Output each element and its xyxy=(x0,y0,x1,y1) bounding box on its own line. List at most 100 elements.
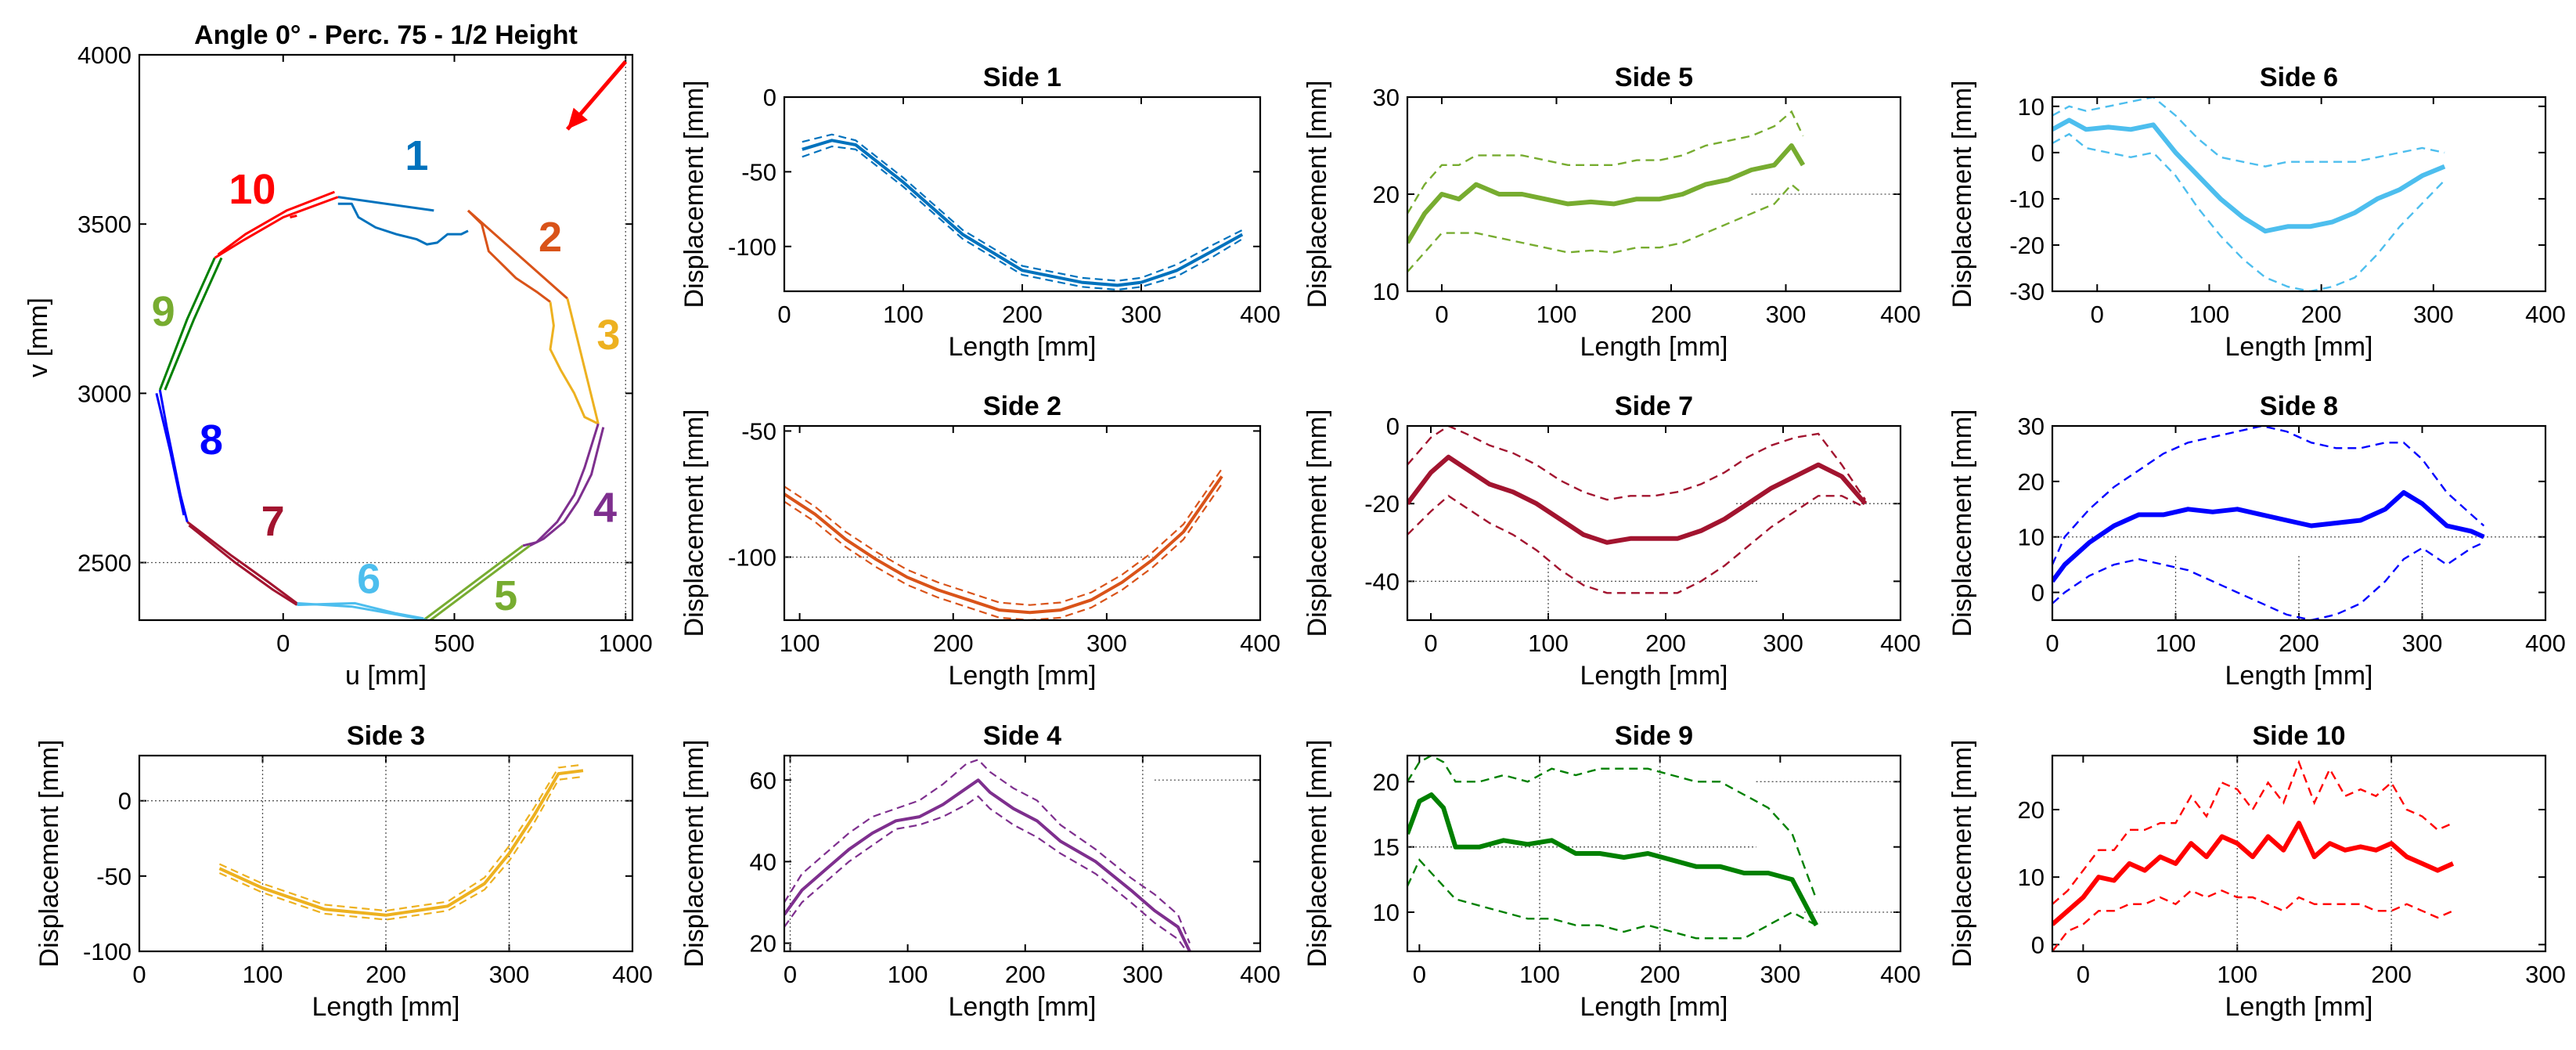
y-tick-label: 4000 xyxy=(77,41,132,69)
x-tick-label: 200 xyxy=(2371,961,2412,988)
x-tick-label: 400 xyxy=(2525,301,2566,328)
y-tick-label: 20 xyxy=(750,930,776,958)
chart-title: Side 2 xyxy=(983,391,1061,421)
y-tick-label: 20 xyxy=(1373,181,1400,208)
upper-bound-line xyxy=(2052,97,2445,168)
axes-frame xyxy=(783,96,1262,293)
lower-bound-line xyxy=(1407,858,1817,940)
y-tick-label: 20 xyxy=(2018,796,2045,824)
side-5-plot: Side 5 Length [mm] Displacement [mm] 0 100 20… xyxy=(1302,63,1921,362)
x-axis-label: Length [mm] xyxy=(1580,661,1728,691)
chart-title: Side 9 xyxy=(1615,721,1693,751)
x-tick-label: 0 xyxy=(1413,961,1426,988)
y-axis-label: Displacement [mm] xyxy=(679,740,709,968)
outline-segment xyxy=(158,257,216,391)
x-tick-label: 0 xyxy=(2045,630,2059,657)
mean-displacement-line xyxy=(218,769,584,917)
side-2-plot: Side 2 Length [mm] Displacement [mm] 100 200… xyxy=(679,391,1281,691)
y-tick-label: 0 xyxy=(2031,579,2045,607)
x-tick-label: 200 xyxy=(1002,301,1043,328)
axes-frame xyxy=(1406,754,1902,953)
y-tick-label: 3500 xyxy=(77,211,132,238)
y-tick-label: 10 xyxy=(1373,899,1400,926)
y-tick-label: 20 xyxy=(1373,768,1400,796)
y-tick-label: 15 xyxy=(1373,834,1400,861)
x-tick-label: 500 xyxy=(434,630,475,657)
outline-segment xyxy=(214,196,339,259)
chart-title: Side 5 xyxy=(1615,63,1693,92)
y-axis-label: Displacement [mm] xyxy=(1947,410,1977,637)
y-tick-label: 0 xyxy=(763,84,776,111)
x-tick-label: 100 xyxy=(2189,301,2230,328)
x-tick-label: 0 xyxy=(1424,630,1437,657)
upper-bound-line xyxy=(2052,760,2454,905)
x-tick-label: 100 xyxy=(1537,301,1577,328)
x-tick-label: 200 xyxy=(2279,630,2319,657)
x-tick-label: 300 xyxy=(2525,961,2566,988)
axes-frame xyxy=(2051,96,2547,293)
y-axis-label: Displacement [mm] xyxy=(1302,81,1332,309)
upper-bound-line xyxy=(1407,426,1866,501)
outline-segment xyxy=(549,301,599,425)
y-tick-label: -10 xyxy=(2009,186,2045,213)
lower-bound-line xyxy=(784,795,1188,951)
side-1-plot: Side 1 Length [mm] Displacement [mm] 0 100 20… xyxy=(679,63,1281,362)
y-tick-label: -50 xyxy=(741,158,776,186)
outline-segment xyxy=(337,196,434,212)
x-axis-label: Length [mm] xyxy=(2225,332,2373,362)
x-axis-label: Length [mm] xyxy=(2225,661,2373,691)
x-tick-label: 100 xyxy=(1528,630,1569,657)
x-tick-label: 100 xyxy=(243,961,283,988)
x-tick-label: 100 xyxy=(1519,961,1560,988)
y-tick-label: 3000 xyxy=(77,380,132,407)
y-tick-label: 10 xyxy=(2018,864,2045,891)
y-tick-label: 0 xyxy=(118,788,132,815)
outline-segment xyxy=(337,202,469,246)
x-tick-label: 200 xyxy=(366,961,406,988)
mean-displacement-line xyxy=(784,778,1191,951)
outline-segment xyxy=(566,298,600,424)
y-tick-label: 40 xyxy=(750,848,776,875)
x-tick-label: 300 xyxy=(489,961,530,988)
y-axis-label: Displacement [mm] xyxy=(1302,740,1332,968)
mean-displacement-line xyxy=(2052,117,2446,234)
side-number-label: 6 xyxy=(357,555,380,602)
upper-bound-line xyxy=(2052,426,2485,565)
side-number-label: 7 xyxy=(261,498,285,545)
y-axis-label: Displacement [mm] xyxy=(679,81,709,309)
side-number-label: 4 xyxy=(593,485,617,532)
upper-bound-line xyxy=(784,468,1223,606)
x-axis-label: Length [mm] xyxy=(949,992,1097,1022)
x-axis-label: Length [mm] xyxy=(1580,332,1728,362)
x-axis-label: u [mm] xyxy=(345,661,427,691)
mean-displacement-line xyxy=(1407,454,1868,545)
side-7-plot: Side 7 Length [mm] Displacement [mm] 0 100 20… xyxy=(1302,391,1921,691)
axes-frame xyxy=(1406,96,1902,293)
outline-segment xyxy=(186,521,298,604)
x-tick-label: 100 xyxy=(883,301,924,328)
y-axis-label: Displacement [mm] xyxy=(1302,410,1332,637)
side-number-label: 9 xyxy=(152,288,175,335)
side-number-label: 3 xyxy=(596,312,620,359)
x-tick-label: 400 xyxy=(1880,961,1921,988)
axes-frame xyxy=(1406,424,1902,622)
outline-segment xyxy=(529,427,605,547)
y-tick-label: -50 xyxy=(741,417,776,445)
outline-segment xyxy=(290,214,297,218)
x-tick-label: 200 xyxy=(1005,961,1046,988)
y-tick-label: 10 xyxy=(2018,93,2045,121)
lower-bound-line xyxy=(2052,132,2445,291)
outline-segment xyxy=(297,601,424,620)
x-tick-label: 400 xyxy=(1240,961,1281,988)
x-tick-label: 100 xyxy=(888,961,928,988)
mean-displacement-line xyxy=(784,475,1223,615)
x-tick-label: 0 xyxy=(784,961,797,988)
chart-title: Side 1 xyxy=(983,63,1061,92)
y-tick-label: -20 xyxy=(1364,490,1400,518)
axes-frame xyxy=(138,754,634,953)
outline-segment xyxy=(423,544,524,620)
x-tick-label: 0 xyxy=(2091,301,2104,328)
outline-segment xyxy=(158,389,189,522)
